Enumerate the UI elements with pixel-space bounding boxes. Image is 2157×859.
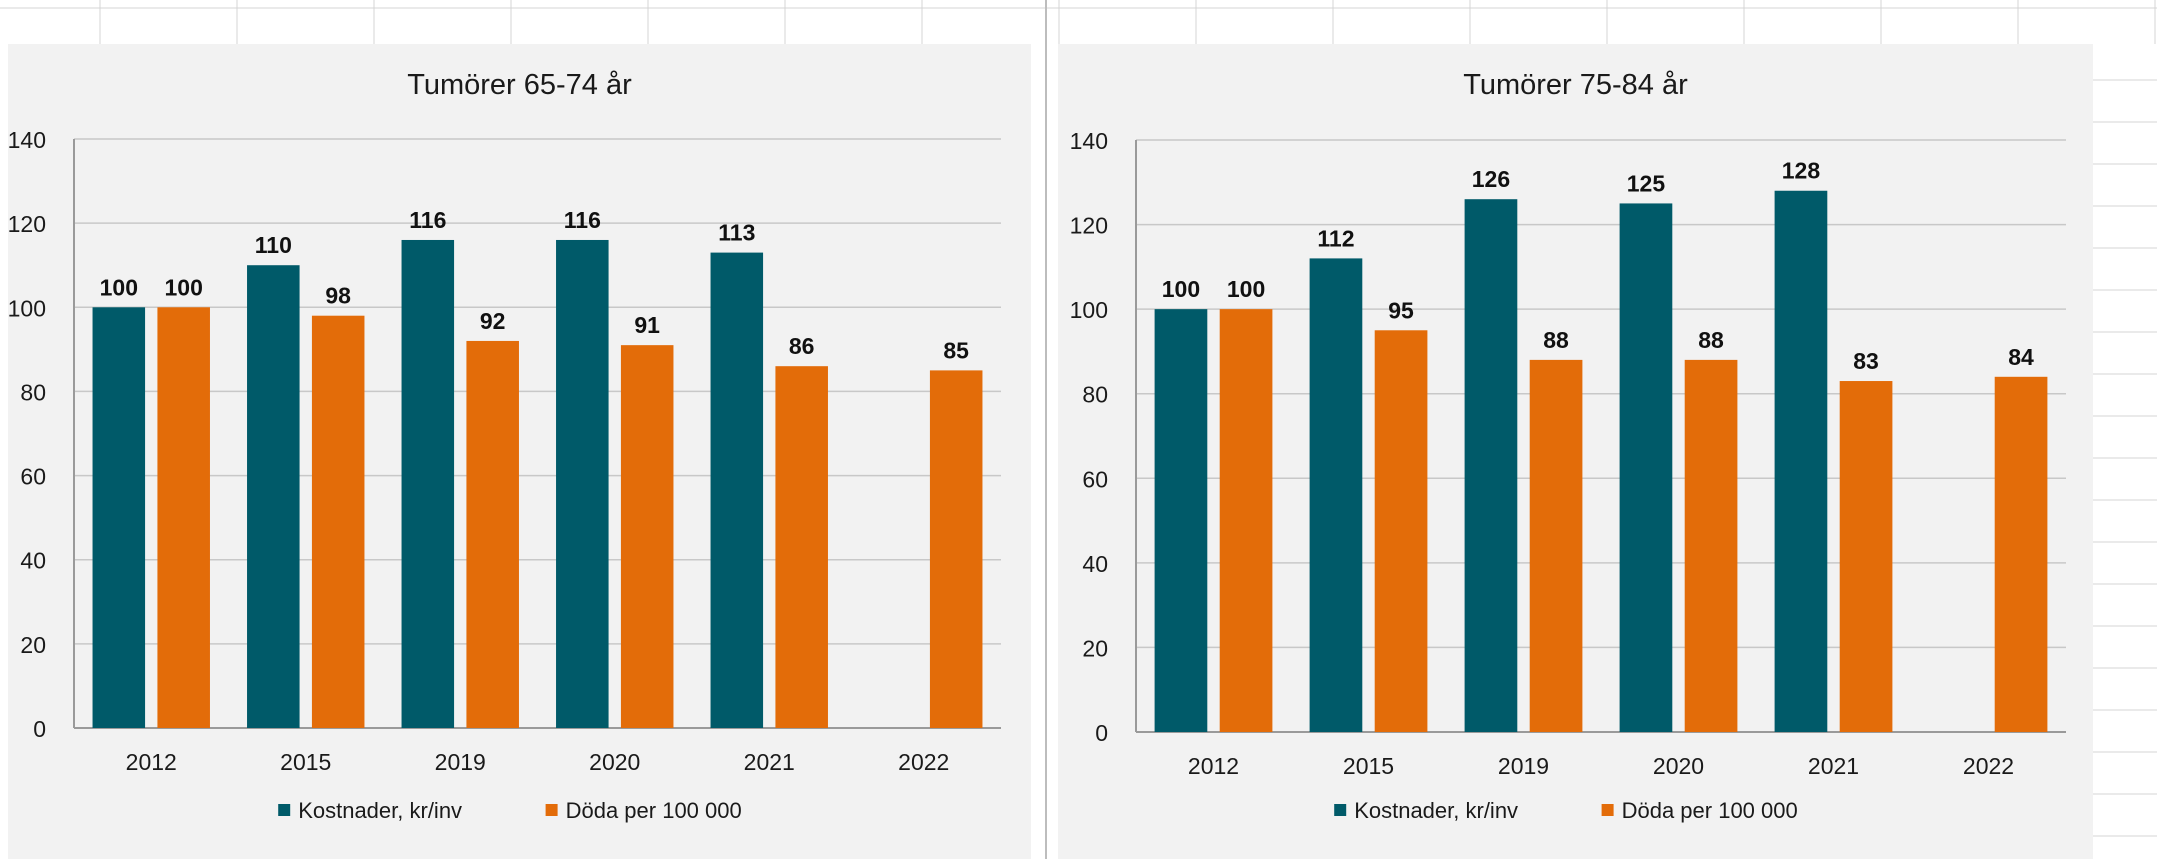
- data-label: 88: [1698, 327, 1724, 353]
- y-tick-label: 100: [8, 295, 46, 321]
- y-tick-label: 40: [1082, 551, 1108, 577]
- y-tick-label: 0: [1095, 720, 1108, 746]
- legend-swatch: [1334, 804, 1347, 816]
- legend-label: Kostnader, kr/inv: [298, 798, 462, 823]
- bar-cost: [1309, 258, 1363, 732]
- data-label: 91: [634, 312, 660, 338]
- chart-panel-65-74[interactable]: Tumörer 65-74 år 0 20 40 60 80 100 120 140 100 100…: [8, 44, 1031, 859]
- x-tick-label: 2012: [1188, 753, 1239, 779]
- bar-deaths: [1839, 381, 1893, 732]
- x-tick-label: 2019: [1498, 753, 1549, 779]
- bar-cost: [92, 307, 146, 728]
- x-tick-label: 2020: [589, 749, 640, 775]
- data-label: 100: [1162, 276, 1200, 302]
- bar-deaths: [1684, 359, 1738, 732]
- bar-deaths: [157, 307, 210, 728]
- bar-cost: [1774, 190, 1828, 732]
- bar-cost: [401, 239, 455, 728]
- data-label: 85: [943, 337, 969, 363]
- legend-label: Döda per 100 000: [566, 798, 742, 823]
- data-label: 128: [1782, 158, 1821, 184]
- x-tick-label: 2015: [1343, 753, 1394, 779]
- y-tick-label: 140: [8, 127, 46, 153]
- y-tick-label: 20: [1082, 635, 1108, 661]
- chart-svg-75-84: Tumörer 75-84 år 0 20 40 60 80 100 120 140 100 100…: [1070, 69, 2066, 823]
- bar-deaths: [1529, 359, 1583, 732]
- bar-deaths: [466, 340, 519, 728]
- x-tick-label: 2015: [280, 749, 331, 775]
- chart-panel-75-84[interactable]: Tumörer 75-84 år 0 20 40 60 80 100 120 140 100 100…: [1058, 44, 2093, 859]
- x-tick-label: 2021: [1808, 753, 1859, 779]
- data-label: 84: [2008, 344, 2034, 370]
- y-tick-label: 60: [1082, 466, 1108, 492]
- bar-deaths: [1374, 330, 1428, 732]
- y-tick-label: 40: [20, 548, 46, 574]
- y-tick-label: 140: [1070, 128, 1108, 154]
- legend-swatch: [1601, 804, 1614, 816]
- data-label: 116: [409, 207, 446, 233]
- bar-deaths: [929, 370, 983, 728]
- y-tick-label: 0: [33, 716, 46, 742]
- x-tick-label: 2022: [898, 749, 949, 775]
- bar-cost: [247, 265, 300, 728]
- legend-swatch: [545, 804, 558, 816]
- x-tick-label: 2019: [435, 749, 486, 775]
- bar-cost: [1619, 203, 1673, 732]
- data-label: 88: [1543, 327, 1569, 353]
- chart-svg-65-74: Tumörer 65-74 år 0 20 40 60 80 100 120 140 100 100…: [8, 69, 1001, 823]
- data-label: 92: [480, 308, 506, 334]
- bar-cost: [556, 239, 609, 728]
- data-label: 110: [255, 232, 292, 258]
- legend-label: Döda per 100 000: [1622, 798, 1798, 823]
- data-label: 100: [100, 274, 138, 300]
- legend-label: Kostnader, kr/inv: [1354, 798, 1518, 823]
- x-tick-label: 2021: [744, 749, 795, 775]
- bar-cost: [1464, 199, 1518, 732]
- data-label: 100: [1227, 276, 1265, 302]
- data-label: 125: [1627, 170, 1666, 196]
- bar-cost: [710, 252, 764, 729]
- y-tick-label: 80: [1082, 382, 1108, 408]
- x-tick-label: 2020: [1653, 753, 1704, 779]
- bar-deaths: [620, 345, 674, 728]
- chart-title: Tumörer 65-74 år: [407, 69, 632, 101]
- data-label: 113: [718, 220, 755, 246]
- legend-swatch: [278, 804, 291, 816]
- data-label: 86: [789, 333, 815, 359]
- bar-deaths: [311, 315, 365, 728]
- data-label: 83: [1853, 348, 1879, 374]
- data-label: 112: [1317, 225, 1354, 251]
- data-label: 126: [1472, 166, 1510, 192]
- y-tick-label: 100: [1070, 297, 1108, 323]
- y-tick-label: 120: [8, 211, 46, 237]
- data-label: 116: [564, 207, 601, 233]
- data-label: 100: [165, 274, 203, 300]
- y-tick-label: 120: [1070, 213, 1108, 239]
- y-tick-label: 80: [20, 379, 46, 405]
- bar-cost: [1154, 309, 1208, 732]
- bar-deaths: [1994, 376, 2048, 732]
- x-tick-label: 2012: [126, 749, 177, 775]
- bar-deaths: [775, 366, 828, 728]
- data-label: 98: [325, 283, 351, 309]
- chart-title: Tumörer 75-84 år: [1463, 69, 1688, 101]
- bar-deaths: [1219, 309, 1273, 732]
- y-tick-label: 20: [20, 632, 46, 658]
- x-tick-label: 2022: [1963, 753, 2014, 779]
- y-tick-label: 60: [20, 464, 46, 490]
- data-label: 95: [1388, 297, 1414, 323]
